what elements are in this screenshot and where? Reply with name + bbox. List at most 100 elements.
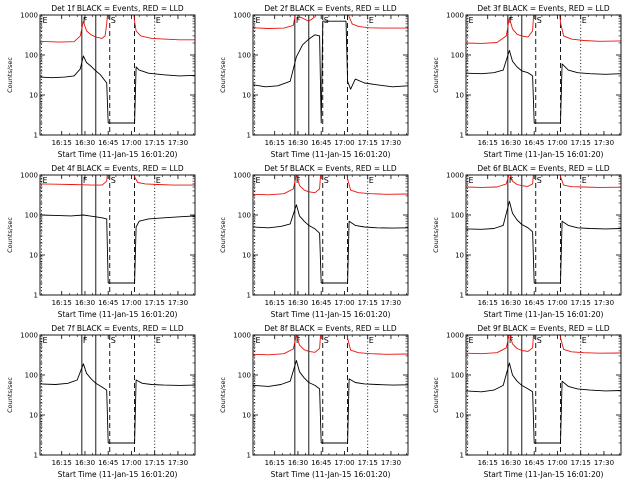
- x-tick-label: 16:15: [52, 299, 72, 307]
- y-axis-label: Counts/sec: [6, 57, 14, 93]
- plot-frame: [39, 334, 196, 456]
- x-tick-label: 17:00: [121, 459, 141, 467]
- x-tick-label: 16:30: [288, 139, 308, 147]
- series-line-lld: [466, 175, 621, 188]
- x-tick-label: 17:30: [168, 299, 188, 307]
- series-group: [466, 335, 621, 444]
- x-tick-label: 17:15: [358, 459, 378, 467]
- marker-label: S: [111, 16, 116, 25]
- chart-title: Det 5f BLACK = Events, RED = LLD: [264, 164, 397, 173]
- x-tick-label: 17:15: [145, 459, 165, 467]
- x-axis-label: Start Time (11-Jan-15 16:01:20): [271, 150, 391, 159]
- x-tick-label: 16:30: [501, 459, 521, 467]
- plot-frame: [465, 334, 622, 456]
- x-tick-label: 17:00: [121, 299, 141, 307]
- y-tick-label: 1: [460, 292, 464, 300]
- marker-label: F: [509, 176, 514, 185]
- series-line-lld: [40, 15, 195, 43]
- marker-label: S: [324, 176, 329, 185]
- y-tick-label: 100: [25, 372, 38, 380]
- chart-title: Det 7f BLACK = Events, RED = LLD: [51, 324, 184, 333]
- y-tick-label: 1000: [20, 12, 38, 20]
- x-tick-label: 16:15: [52, 459, 72, 467]
- marker-label: F: [83, 16, 88, 25]
- y-tick-label: 10: [455, 412, 464, 420]
- x-tick-label: 17:30: [381, 139, 401, 147]
- x-tick-label: 17:00: [547, 459, 567, 467]
- y-axis-label: Counts/sec: [6, 377, 14, 413]
- chart-panel-9: Det 9f BLACK = Events, RED = LLD Counts/s…: [432, 324, 622, 479]
- series-group: [253, 335, 408, 444]
- x-tick-label: 16:45: [98, 139, 118, 147]
- y-tick-label: 10: [455, 252, 464, 260]
- y-axis-label: Counts/sec: [432, 377, 440, 413]
- y-tick-label: 100: [451, 372, 464, 380]
- series-line-events: [253, 20, 408, 124]
- chart-title: Det 8f BLACK = Events, RED = LLD: [264, 324, 397, 333]
- y-axis-label: Counts/sec: [6, 217, 14, 253]
- y-tick-label: 1: [247, 452, 251, 460]
- series-line-events: [253, 204, 408, 284]
- marker-label: E: [369, 336, 374, 345]
- series-line-events: [40, 363, 195, 444]
- marker-label: F: [83, 176, 88, 185]
- y-tick-label: 1000: [233, 12, 251, 20]
- chart-panel-7: Det 7f BLACK = Events, RED = LLD Counts/s…: [6, 324, 196, 479]
- x-axis-label: Start Time (11-Jan-15 16:01:20): [58, 150, 178, 159]
- x-tick-label: 16:15: [265, 139, 285, 147]
- chart-title: Det 3f BLACK = Events, RED = LLD: [477, 4, 610, 13]
- chart-title: Det 6f BLACK = Events, RED = LLD: [477, 164, 610, 173]
- series-line-lld: [253, 335, 408, 356]
- y-axis-label: Counts/sec: [219, 57, 227, 93]
- series-line-lld: [40, 175, 195, 186]
- x-tick-label: 16:45: [524, 299, 544, 307]
- series-group: [253, 175, 408, 284]
- chart-title: Det 9f BLACK = Events, RED = LLD: [477, 324, 610, 333]
- x-tick-label: 17:00: [547, 139, 567, 147]
- x-tick-label: 17:00: [334, 299, 354, 307]
- marker-label: E: [469, 336, 474, 345]
- marker-label: E: [369, 176, 374, 185]
- series-group: [253, 15, 408, 124]
- marker-label: S: [111, 336, 116, 345]
- y-tick-label: 100: [451, 52, 464, 60]
- y-tick-label: 1: [34, 132, 38, 140]
- x-tick-label: 16:15: [478, 299, 498, 307]
- x-tick-label: 16:15: [52, 139, 72, 147]
- x-axis-label: Start Time (11-Jan-15 16:01:20): [484, 150, 604, 159]
- y-axis-label: Counts/sec: [432, 217, 440, 253]
- marker-label: E: [156, 336, 161, 345]
- marker-label: S: [111, 176, 116, 185]
- chart-panel-6: Det 6f BLACK = Events, RED = LLD Counts/s…: [432, 164, 622, 319]
- x-tick-label: 16:45: [311, 299, 331, 307]
- marker-label: S: [537, 16, 542, 25]
- series-line-events: [40, 214, 195, 284]
- plot-frame: [39, 174, 196, 296]
- chart-panel-3: Det 3f BLACK = Events, RED = LLD Counts/s…: [432, 4, 622, 159]
- marker-label: F: [296, 16, 301, 25]
- series-line-events: [466, 200, 621, 284]
- y-tick-label: 10: [242, 92, 251, 100]
- series-line-lld: [253, 15, 408, 29]
- y-axis-label: Counts/sec: [219, 377, 227, 413]
- series-line-lld: [466, 15, 621, 44]
- marker-label: E: [469, 16, 474, 25]
- y-tick-label: 1000: [446, 332, 464, 340]
- y-tick-label: 1000: [233, 172, 251, 180]
- chart-panel-5: Det 5f BLACK = Events, RED = LLD Counts/s…: [219, 164, 409, 319]
- x-tick-label: 16:15: [265, 299, 285, 307]
- series-group: [466, 175, 621, 284]
- x-tick-label: 16:30: [288, 299, 308, 307]
- series-line-events: [466, 49, 621, 124]
- marker-label: F: [83, 336, 88, 345]
- x-tick-label: 16:15: [478, 459, 498, 467]
- x-tick-label: 17:15: [145, 139, 165, 147]
- x-tick-label: 17:15: [571, 139, 591, 147]
- marker-label: E: [582, 336, 587, 345]
- chart-title: Det 4f BLACK = Events, RED = LLD: [51, 164, 184, 173]
- marker-label: S: [537, 336, 542, 345]
- series-line-events: [466, 362, 621, 444]
- y-tick-label: 100: [238, 212, 251, 220]
- plot-frame: [252, 174, 409, 296]
- x-tick-label: 17:00: [334, 459, 354, 467]
